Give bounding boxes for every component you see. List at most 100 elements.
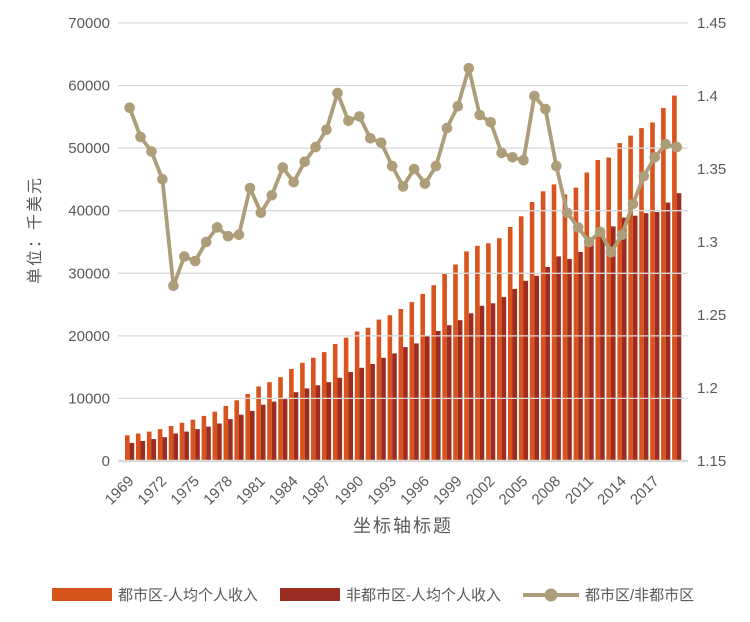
metro-bar <box>442 273 447 461</box>
nonmetro-bar <box>490 303 496 461</box>
ratio-marker <box>386 160 398 172</box>
metro-bar <box>431 285 436 461</box>
ratio-marker-icon <box>544 588 558 601</box>
ratio-marker <box>365 133 376 144</box>
metro-bar <box>234 400 239 461</box>
legend-label-nonmetro: 非都市区-人均个人收入 <box>346 587 501 604</box>
ratio-marker <box>627 198 639 210</box>
ratio-marker <box>397 181 409 192</box>
nonmetro-bar <box>370 364 375 461</box>
x-tick-label: 1987 <box>299 473 335 509</box>
nonmetro-bar <box>545 267 550 461</box>
metro-bar <box>223 405 229 461</box>
metro-bar <box>486 243 491 461</box>
x-tick-label: 1978 <box>200 473 236 509</box>
nonmetro-bar <box>414 343 419 461</box>
ratio-marker <box>616 229 628 240</box>
metro-bar <box>409 302 415 461</box>
ratio-marker <box>135 131 146 143</box>
x-tick-label: 1990 <box>332 473 368 509</box>
nonmetro-bar <box>195 429 200 461</box>
nonmetro-bar <box>622 217 627 461</box>
nonmetro-bar <box>436 330 441 461</box>
nonmetro-bar <box>282 399 288 461</box>
nonmetro-bar <box>600 230 605 461</box>
ratio-marker <box>638 171 650 182</box>
metro-bar <box>311 357 316 461</box>
metro-bar <box>562 194 568 461</box>
x-tick-label: 2011 <box>562 473 597 508</box>
nonmetro-bar <box>173 433 178 461</box>
metro-bar <box>661 108 666 461</box>
x-axis-title: 坐标轴标题 <box>353 516 453 536</box>
right-tick-label: 1.45 <box>697 15 726 32</box>
nonmetro-bar <box>403 347 408 461</box>
right-tick-label: 1.4 <box>697 88 718 105</box>
x-tick-label: 2005 <box>496 473 532 509</box>
metro-bar <box>672 95 677 461</box>
ratio-marker <box>452 100 464 112</box>
ratio-marker <box>321 124 332 135</box>
nonmetro-bar <box>260 404 266 461</box>
legend-label-ratio: 都市区/非都市区 <box>585 587 695 604</box>
x-tick-label: 2008 <box>529 473 565 509</box>
ratio-marker <box>507 152 518 163</box>
metro-bar <box>420 293 425 461</box>
nonmetro-bar <box>643 213 649 461</box>
x-tick-label: 2014 <box>594 473 630 509</box>
ratio-marker <box>200 236 212 248</box>
metro-bar <box>518 216 524 461</box>
x-axis-tick-labels: 1969197219751978198119841987199019931996… <box>102 473 663 509</box>
nonmetro-bar <box>162 437 167 461</box>
metro-bar <box>212 411 218 461</box>
nonmetro-bar <box>304 388 310 461</box>
x-tick-label: 1981 <box>233 473 269 509</box>
left-tick-label: 10000 <box>68 390 110 407</box>
metro-bar <box>584 172 590 461</box>
left-tick-label: 20000 <box>68 328 110 345</box>
ratio-marker <box>430 160 442 172</box>
nonmetro-bar <box>479 305 485 461</box>
ratio-marker <box>179 251 190 262</box>
nonmetro-bar <box>326 382 332 461</box>
nonmetro-bar <box>206 426 211 461</box>
nonmetro-bar <box>523 280 529 461</box>
legend-label-metro: 都市区-人均个人收入 <box>118 587 258 604</box>
nonmetro-bar <box>512 288 518 461</box>
metro-bar <box>453 264 458 461</box>
nonmetro-bar <box>676 193 682 461</box>
ratio-marker <box>419 178 431 189</box>
legend: 都市区-人均个人收入 非都市区-人均个人收入 都市区/非都市区 <box>52 584 742 605</box>
right-tick-label: 1.2 <box>697 380 718 397</box>
legend-item-metro-income: 都市区-人均个人收入 <box>52 584 258 605</box>
ratio-marker <box>518 154 529 166</box>
left-tick-label: 70000 <box>68 15 110 32</box>
nonmetro-bar <box>250 410 255 461</box>
ratio-marker <box>540 103 551 115</box>
ratio-marker <box>354 111 365 122</box>
nonmetro-bar <box>446 325 452 461</box>
nonmetro-bar <box>534 275 539 461</box>
metro-bar <box>190 419 196 461</box>
ratio-marker <box>124 102 135 113</box>
nonmetro-bar <box>578 252 583 461</box>
nonmetro-bar <box>184 431 189 461</box>
metro-bar <box>617 143 622 461</box>
gridlines <box>118 22 688 463</box>
metro-bar <box>650 122 655 461</box>
ratio-line <box>127 66 678 288</box>
ratio-marker <box>594 226 606 238</box>
metro-bar <box>321 352 327 461</box>
nonmetro-bar <box>129 442 135 461</box>
metro-bar <box>551 184 557 461</box>
nonmetro-bar <box>271 401 277 461</box>
x-tick-label: 1969 <box>102 473 138 509</box>
metro-bar <box>300 362 305 461</box>
nonmetro-bar <box>228 419 233 461</box>
ratio-marker <box>474 109 486 121</box>
metro-bar <box>540 191 546 462</box>
nonmetro-bar <box>392 353 397 461</box>
nonmetro-bar <box>468 313 474 461</box>
metro-bar <box>332 344 338 461</box>
metro-bar <box>475 245 480 461</box>
